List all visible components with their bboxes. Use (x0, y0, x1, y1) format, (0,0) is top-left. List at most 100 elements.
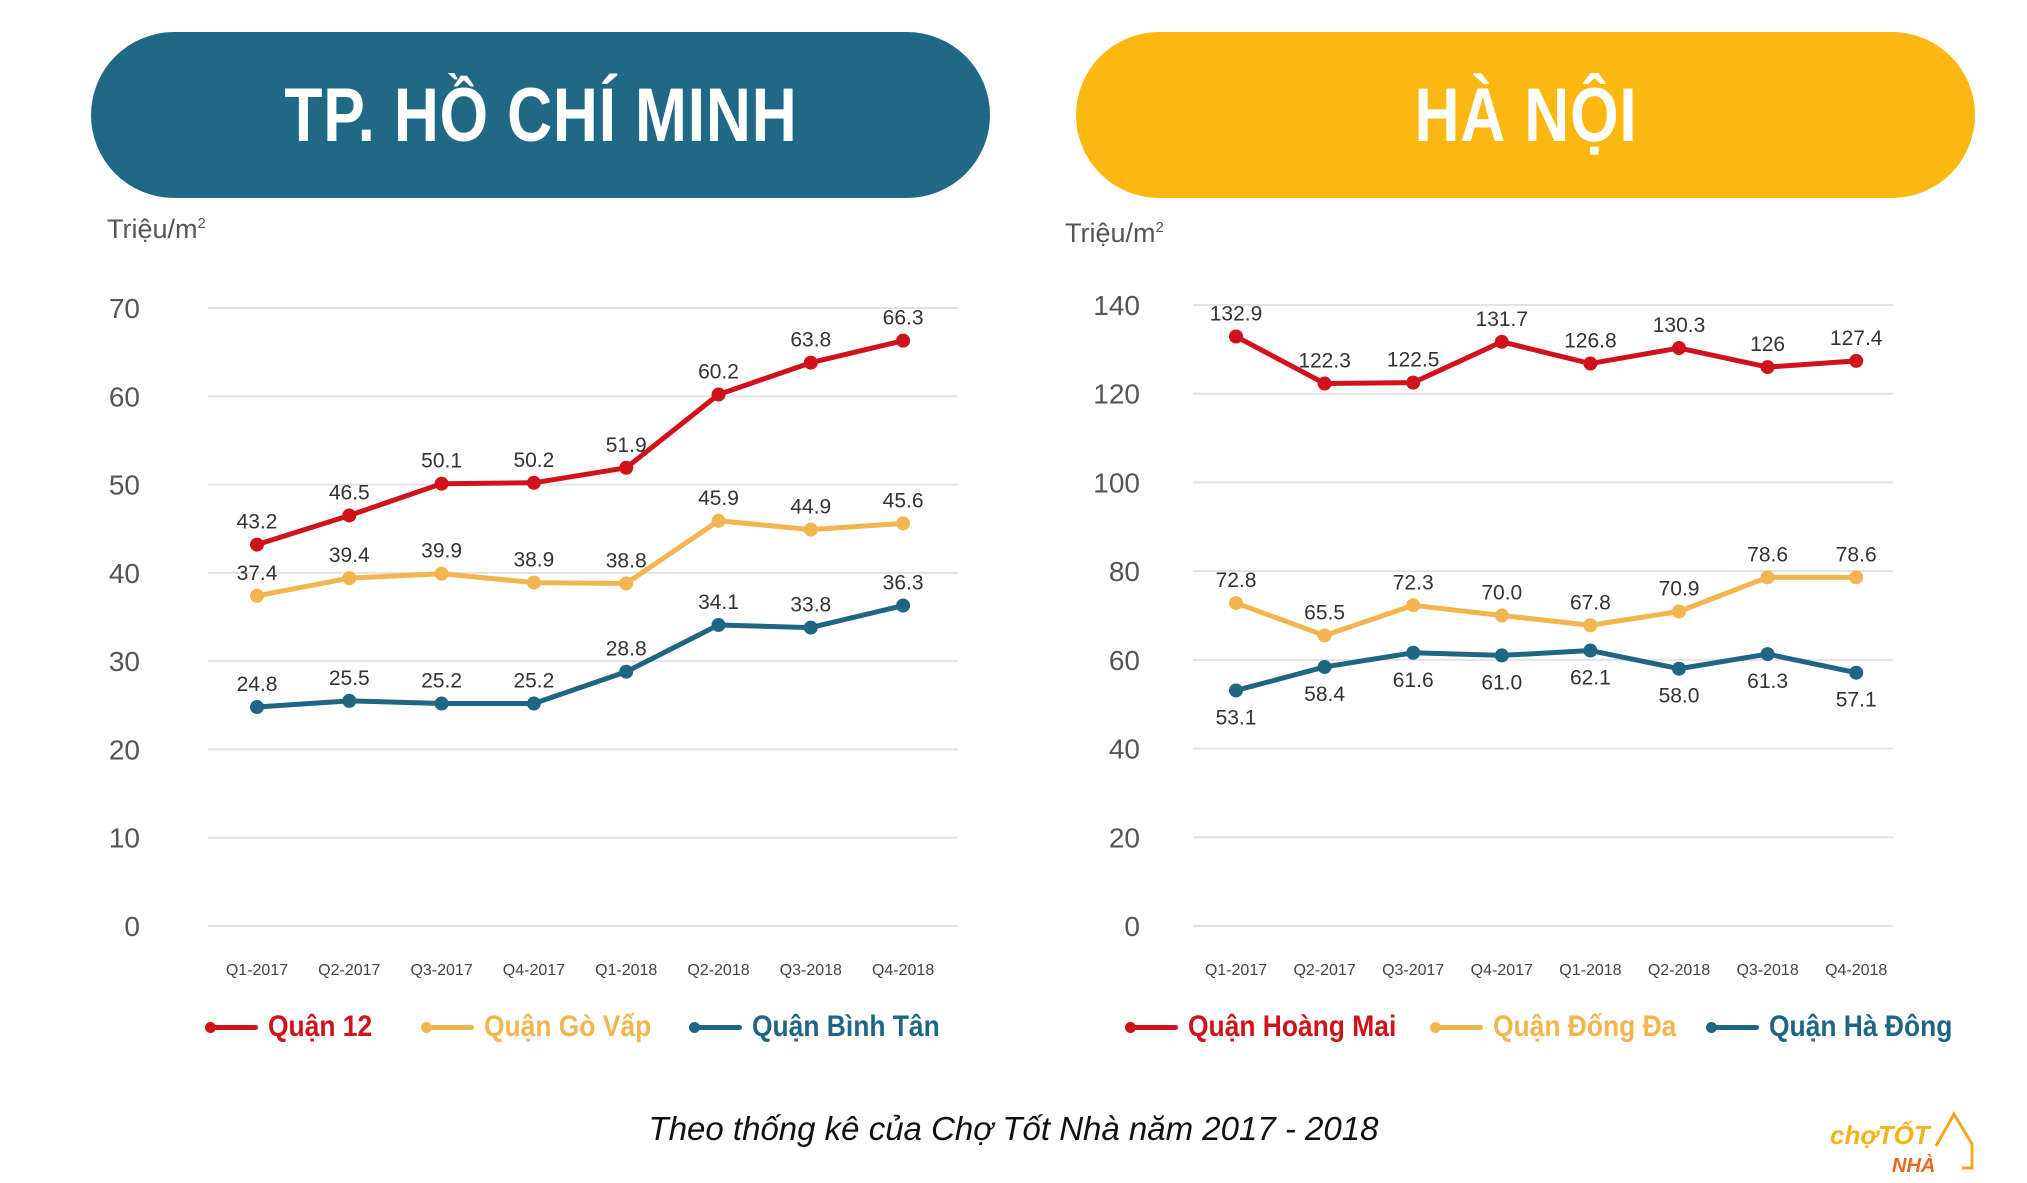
hanoi-x-tick-label: Q4-2018 (1825, 962, 1887, 979)
hcm-data-label: 34.1 (698, 591, 739, 614)
hcm-data-point (250, 537, 264, 552)
hanoi-data-point (1494, 608, 1509, 623)
hcm-y-tick-label: 10 (109, 823, 140, 854)
hanoi-data-label: 61.6 (1393, 669, 1434, 692)
hcm-data-label: 43.2 (237, 511, 278, 534)
logo-text-bottom: NHÀ (1892, 1154, 1935, 1177)
hanoi-data-point (1494, 648, 1509, 663)
hcm-data-point (619, 664, 634, 679)
legend-label-dong-da: Quận Đống Đa (1492, 1010, 1677, 1043)
hcm-legend: Quận 12 Quận Gò Vấp Quận Bình Tân (205, 1010, 966, 1044)
hanoi-data-label: 61.3 (1747, 670, 1788, 693)
hcm-x-tick-label: Q2-2018 (687, 962, 749, 979)
hanoi-data-point (1849, 570, 1864, 585)
hanoi-data-point (1672, 604, 1686, 619)
hanoi-data-point (1760, 570, 1775, 585)
hanoi-legend: Quận Hoàng Mai Quận Đống Đa Quận Hà Đông (1125, 1010, 1977, 1044)
hcm-data-point (526, 575, 541, 590)
hcm-data-point (803, 355, 818, 370)
hanoi-header-banner: HÀ NỘI (1076, 32, 1975, 198)
hanoi-data-point (1406, 598, 1421, 613)
hanoi-data-label: 53.1 (1216, 706, 1257, 729)
hanoi-data-label: 78.6 (1836, 543, 1877, 566)
hcm-data-point (434, 566, 449, 581)
hcm-data-point (342, 571, 357, 586)
hcm-data-label: 38.9 (513, 549, 554, 572)
hcm-series-line (256, 518, 904, 599)
hcm-y-tick-label: 0 (124, 911, 140, 942)
hcm-data-label: 33.8 (790, 594, 831, 617)
hanoi-data-label: 67.8 (1570, 591, 1611, 614)
hcm-data-label: 25.2 (421, 670, 462, 693)
hanoi-data-point (1583, 356, 1598, 371)
hanoi-data-point (1494, 334, 1509, 349)
hanoi-data-point (1229, 683, 1243, 698)
hcm-data-label: 36.3 (883, 572, 924, 595)
hcm-data-label: 50.1 (421, 450, 462, 473)
hcm-data-point (711, 513, 726, 528)
hanoi-data-point (1583, 618, 1598, 633)
hanoi-x-tick-label: Q1-2017 (1205, 962, 1267, 979)
hanoi-y-tick-label: 20 (1109, 822, 1140, 853)
hcm-unit-text: Triệu/m (107, 214, 198, 244)
hcm-data-point (711, 387, 726, 402)
hcm-data-label: 60.2 (698, 361, 739, 384)
hcm-data-point (434, 476, 449, 491)
hanoi-unit-text: Triệu/m (1065, 218, 1156, 248)
hanoi-x-tick-label: Q3-2018 (1736, 962, 1798, 979)
hanoi-data-point (1760, 360, 1775, 375)
hcm-x-tick-label: Q4-2018 (872, 962, 934, 979)
hanoi-data-label: 122.3 (1298, 350, 1351, 373)
hanoi-data-point (1672, 661, 1686, 676)
hanoi-data-point (1849, 353, 1864, 368)
hanoi-data-label: 127.4 (1830, 327, 1883, 350)
hanoi-data-point (1760, 647, 1775, 662)
logo-house-outline (1934, 1111, 1974, 1170)
hcm-data-label: 63.8 (790, 329, 831, 352)
legend-label-quan-12: Quận 12 (268, 1010, 373, 1043)
hanoi-data-point (1672, 341, 1686, 356)
hanoi-data-point (1229, 596, 1243, 611)
hcm-data-label: 37.4 (237, 562, 278, 585)
hcm-y-tick-label: 40 (109, 558, 140, 589)
hanoi-data-label: 122.5 (1387, 349, 1440, 372)
cho-tot-nha-logo: chợTỐT NHÀ (1830, 1111, 1974, 1177)
hcm-data-point (250, 700, 264, 715)
hcm-data-point (250, 588, 264, 603)
logo-text-top: chợTỐT (1830, 1120, 1932, 1150)
hcm-y-tick-label: 50 (109, 470, 140, 501)
hanoi-unit-sup: 2 (1155, 219, 1164, 236)
hcm-data-point (342, 508, 357, 523)
hanoi-data-point (1317, 628, 1332, 643)
legend-swatch-go-vap (421, 1021, 475, 1033)
hcm-data-point (342, 693, 357, 708)
hanoi-y-tick-label: 140 (1093, 290, 1140, 321)
hcm-data-label: 39.9 (421, 540, 462, 563)
hcm-data-label: 28.8 (606, 638, 647, 661)
hcm-data-point (711, 617, 726, 632)
hcm-x-tick-label: Q2-2017 (318, 962, 380, 979)
hcm-data-point (619, 460, 634, 475)
hanoi-data-label: 126 (1750, 333, 1785, 356)
hanoi-x-tick-label: Q2-2018 (1648, 962, 1710, 979)
hcm-y-tick-label: 60 (109, 381, 140, 412)
hanoi-data-label: 130.3 (1653, 314, 1706, 337)
hcm-data-label: 25.5 (329, 667, 370, 690)
hanoi-x-tick-label: Q1-2018 (1559, 962, 1621, 979)
hanoi-data-label: 58.0 (1659, 685, 1700, 708)
hcm-x-tick-label: Q3-2017 (410, 962, 472, 979)
hanoi-data-label: 61.0 (1481, 671, 1522, 694)
hanoi-data-point (1849, 665, 1864, 680)
legend-swatch-ha-dong (1706, 1021, 1760, 1033)
hanoi-series-line (1234, 334, 1857, 387)
legend-label-binh-tan: Quận Bình Tân (752, 1010, 941, 1043)
hcm-unit-sup: 2 (197, 215, 206, 232)
hanoi-data-point (1406, 645, 1421, 660)
hcm-data-label: 46.5 (329, 481, 370, 504)
hanoi-data-label: 62.1 (1570, 667, 1611, 690)
legend-swatch-dong-da (1429, 1021, 1483, 1033)
hanoi-data-point (1406, 375, 1421, 390)
legend-swatch-quan-12 (205, 1021, 258, 1033)
hanoi-data-label: 65.5 (1304, 601, 1345, 624)
hcm-data-label: 45.9 (698, 487, 739, 510)
